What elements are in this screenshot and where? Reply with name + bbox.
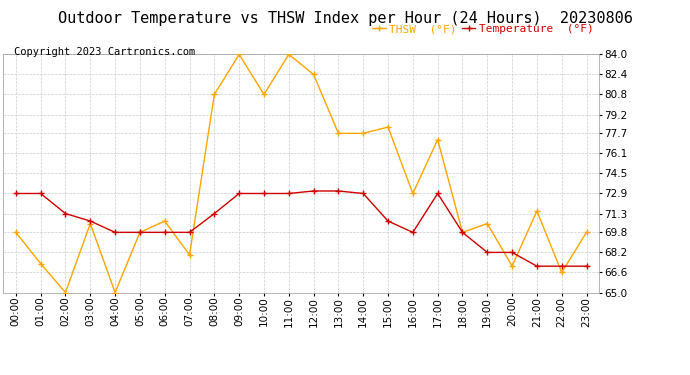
Text: Outdoor Temperature vs THSW Index per Hour (24 Hours)  20230806: Outdoor Temperature vs THSW Index per Ho…	[57, 11, 633, 26]
Legend: THSW  (°F), Temperature  (°F): THSW (°F), Temperature (°F)	[372, 24, 593, 34]
Text: Copyright 2023 Cartronics.com: Copyright 2023 Cartronics.com	[14, 47, 195, 57]
